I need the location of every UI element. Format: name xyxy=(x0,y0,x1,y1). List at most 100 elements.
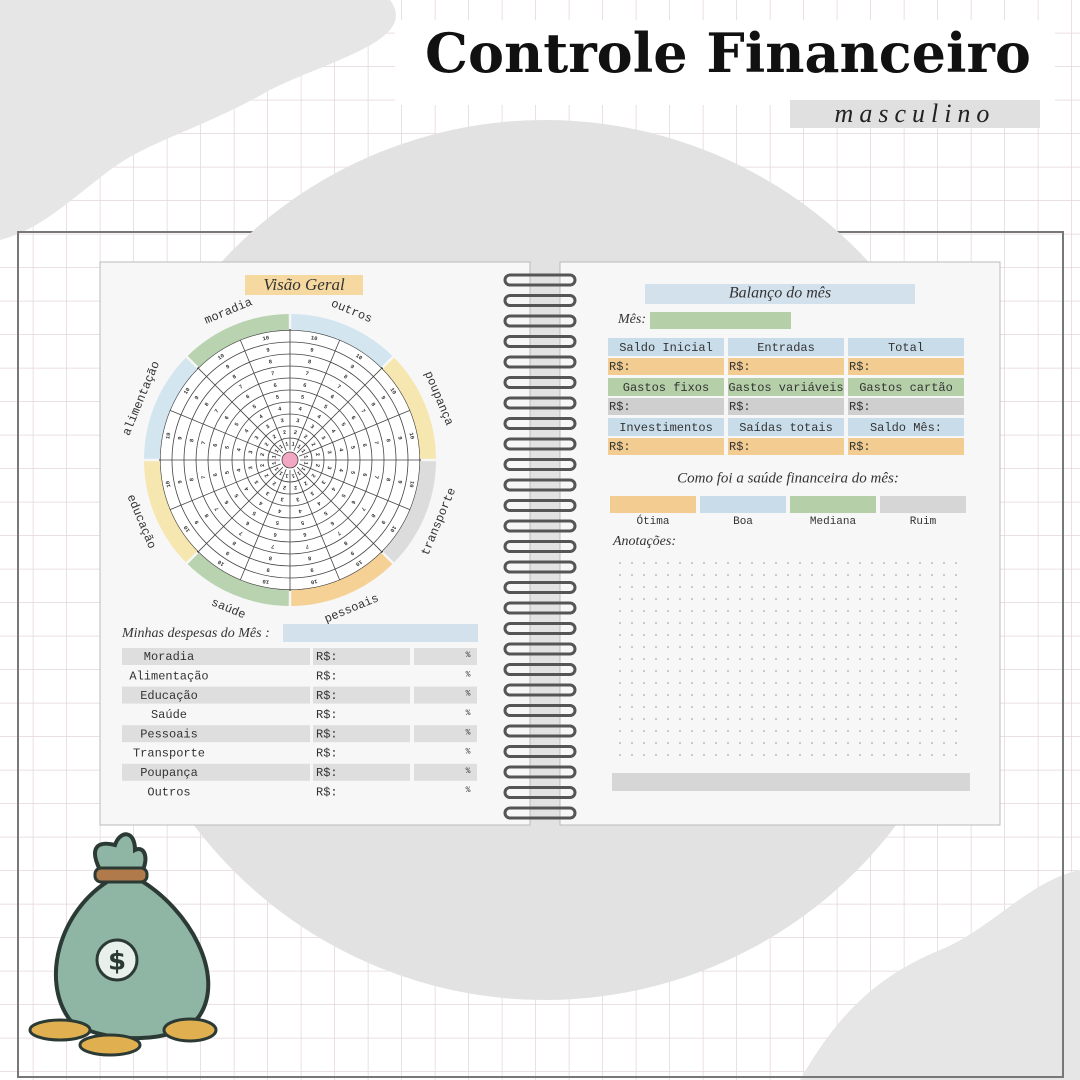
note-dot xyxy=(679,670,681,672)
balance-currency: R$: xyxy=(729,400,751,414)
note-dot xyxy=(619,610,621,612)
note-dot xyxy=(679,562,681,564)
note-dot xyxy=(739,574,741,576)
balance-value-fill xyxy=(848,358,964,375)
balance-label-fill xyxy=(728,418,844,436)
note-dot xyxy=(667,574,669,576)
note-dot xyxy=(751,694,753,696)
note-dot xyxy=(751,730,753,732)
note-dot xyxy=(751,658,753,660)
note-dot xyxy=(763,598,765,600)
note-dot xyxy=(943,622,945,624)
spiral-ring xyxy=(503,581,577,594)
note-dot xyxy=(811,754,813,756)
note-dot xyxy=(871,742,873,744)
note-dot xyxy=(859,682,861,684)
note-dot xyxy=(883,718,885,720)
note-dot xyxy=(739,718,741,720)
note-dot xyxy=(895,754,897,756)
note-dot xyxy=(931,574,933,576)
expense-currency: R$: xyxy=(316,766,338,780)
note-dot xyxy=(799,574,801,576)
note-dot xyxy=(859,574,861,576)
note-dot xyxy=(715,610,717,612)
wheel-scale-number: 8 xyxy=(307,358,312,366)
wheel-scale-number: 6 xyxy=(244,393,251,401)
expense-currency: R$: xyxy=(316,650,338,664)
wheel-scale-number: 10 xyxy=(262,578,270,586)
note-dot xyxy=(799,682,801,684)
note-dot xyxy=(895,598,897,600)
money-bag-icon: $ xyxy=(28,832,218,1057)
wheel-scale-number: 10 xyxy=(182,386,191,395)
note-dot xyxy=(751,622,753,624)
note-dot xyxy=(919,670,921,672)
balance-value-fill xyxy=(848,438,964,455)
wheel-scale-number: 5 xyxy=(233,492,241,499)
note-dot xyxy=(859,586,861,588)
note-dot xyxy=(955,586,957,588)
balance-label: Total xyxy=(888,341,924,355)
note-dot xyxy=(703,730,705,732)
note-dot xyxy=(739,658,741,660)
note-dot xyxy=(847,754,849,756)
note-dot xyxy=(883,706,885,708)
wheel-scale-number: 5 xyxy=(300,393,305,401)
note-dot xyxy=(631,646,633,648)
balance-value-fill xyxy=(728,398,844,415)
note-dot xyxy=(655,574,657,576)
note-dot xyxy=(655,562,657,564)
health-bar xyxy=(880,496,966,513)
note-dot xyxy=(763,610,765,612)
wheel-scale-number: 6 xyxy=(349,414,357,421)
note-dot xyxy=(679,742,681,744)
note-dot xyxy=(943,682,945,684)
note-dot xyxy=(679,718,681,720)
balance-label: Saídas totais xyxy=(739,421,833,435)
balance-value-fill xyxy=(728,358,844,375)
left-title: Visão Geral xyxy=(263,275,345,294)
note-dot xyxy=(703,634,705,636)
note-dot xyxy=(931,622,933,624)
spiral-ring xyxy=(503,417,577,430)
spiral-ring xyxy=(503,683,577,697)
note-dot xyxy=(871,562,873,564)
spiral-ring xyxy=(503,622,577,635)
note-dot xyxy=(847,694,849,696)
note-dot xyxy=(763,586,765,588)
wheel-scale-number: 6 xyxy=(273,382,278,390)
health-scale: Ótima Boa Mediana Ruim xyxy=(610,496,966,528)
wheel-scale-number: 4 xyxy=(337,448,345,453)
note-dot xyxy=(835,682,837,684)
note-dot xyxy=(631,718,633,720)
note-dot xyxy=(859,718,861,720)
wheel-scale-number: 1 xyxy=(272,465,280,472)
note-dot xyxy=(895,646,897,648)
note-dot xyxy=(907,658,909,660)
balance-currency: R$: xyxy=(609,360,631,374)
balance-label: Entradas xyxy=(757,341,815,355)
note-dot xyxy=(799,634,801,636)
wheel-scale-number: 7 xyxy=(213,506,221,513)
expense-row-fill xyxy=(414,725,477,743)
wheel-scale-number: 8 xyxy=(384,438,392,443)
note-dot xyxy=(895,610,897,612)
wheel-scale-number: 6 xyxy=(361,443,369,448)
expense-percent: % xyxy=(466,728,471,737)
note-dot xyxy=(883,694,885,696)
note-dot xyxy=(847,586,849,588)
note-dot xyxy=(919,694,921,696)
note-dot xyxy=(739,742,741,744)
expenses-field xyxy=(283,624,478,642)
note-dot xyxy=(679,598,681,600)
note-dot xyxy=(895,682,897,684)
note-dot xyxy=(691,598,693,600)
footer-bar xyxy=(612,773,970,791)
wheel-scale-number: 5 xyxy=(349,470,357,475)
note-dot xyxy=(751,586,753,588)
wheel-scale-number: 9 xyxy=(310,346,315,354)
wheel-scale-number: 1 xyxy=(290,472,295,480)
note-dot xyxy=(955,718,957,720)
note-dot xyxy=(943,598,945,600)
note-dot xyxy=(787,694,789,696)
